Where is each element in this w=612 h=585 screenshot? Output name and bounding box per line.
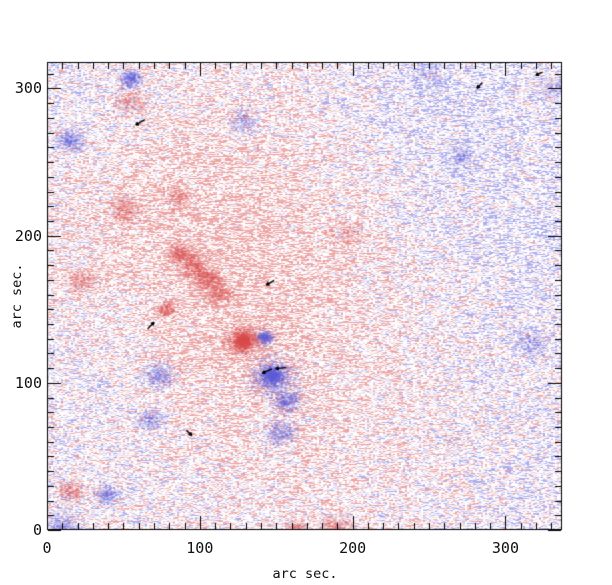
x-tick-label: 300	[491, 539, 519, 557]
x-axis-label: arc sec.	[272, 566, 338, 582]
y-tick-label: 100	[14, 373, 42, 392]
y-tick-label: 300	[14, 79, 42, 98]
x-tick-label: 100	[186, 539, 214, 557]
y-tick-label: 0	[32, 521, 42, 539]
x-tick-label: 200	[339, 539, 367, 557]
y-tick-label: 200	[14, 226, 42, 245]
x-tick-label: 0	[42, 539, 52, 557]
y-axis-label: arc sec.	[9, 263, 25, 329]
